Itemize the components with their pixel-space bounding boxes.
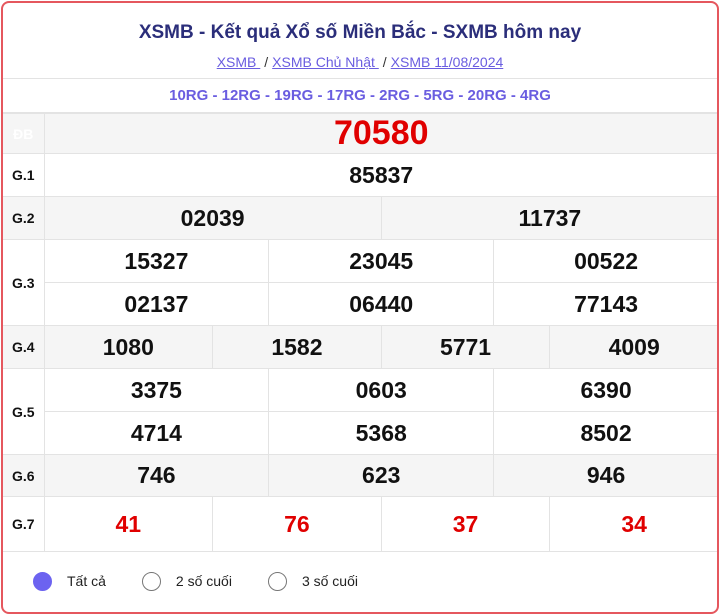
prize-value: 623 [268,454,495,497]
radio-all[interactable]: Tất cả [33,571,106,591]
radio-last-3[interactable]: 3 số cuối [267,571,358,591]
radio-unselected-icon[interactable] [267,571,287,591]
prize-value: 5771 [380,325,551,369]
prize-value: 0603 [268,368,495,412]
special-prize-value: 70580 [43,113,717,154]
prize-value: 37 [380,496,551,552]
prize-value: 77143 [493,282,717,326]
digits-filter: Tất cả 2 số cuối 3 số cuối [3,552,717,610]
prize-label: G.5 [3,368,45,455]
prize-value: 746 [43,454,270,497]
breadcrumb-xsmb-chu-nhat[interactable]: XSMB Chủ Nhật [272,54,379,70]
prize-value: 4714 [43,411,270,455]
radio-unselected-icon[interactable] [141,571,161,591]
prize-label: ĐB [3,113,45,154]
prize-label: G.3 [3,239,45,326]
prize-value: 6390 [493,368,717,412]
page-title: XSMB - Kết quả Xổ số Miền Bắc - SXMB hôm… [138,22,582,43]
prize-value: 02137 [43,282,270,326]
prize-label: G.4 [3,325,45,369]
prize-value: 85837 [43,153,717,197]
prize-value: 23045 [268,239,495,283]
prize-label: G.6 [3,454,45,497]
prize-label: G.1 [3,153,45,197]
prize-value: 3375 [43,368,270,412]
prize-value: 34 [549,496,717,552]
breadcrumb-date[interactable]: XSMB 11/08/2024 [390,54,504,70]
prize-value: 4009 [549,325,717,369]
prize-value: 41 [43,496,214,552]
results-table: ĐB 70580 G.1 85837 G.2 02039 11737 G.3 15327 2… [3,113,717,552]
prize-label: G.7 [3,496,45,552]
prize-value: 5368 [268,411,495,455]
prize-value: 76 [212,496,382,552]
prize-value: 1582 [212,325,382,369]
prize-value: 02039 [43,196,382,240]
breadcrumb-xsmb[interactable]: XSMB [216,54,261,70]
prize-value: 946 [493,454,717,497]
prize-value: 11737 [380,196,717,240]
prize-value: 8502 [493,411,717,455]
radio-selected-icon[interactable] [33,571,52,591]
prize-value: 1080 [43,325,214,369]
radio-last-2[interactable]: 2 số cuối [141,571,232,591]
header: XSMB - Kết quả Xổ số Miền Bắc - SXMB hôm… [3,3,717,79]
prize-value: 06440 [268,282,495,326]
prize-value: 00522 [493,239,717,283]
special-codes: 10RG - 12RG - 19RG - 17RG - 2RG - 5RG - … [3,79,717,113]
breadcrumb: XSMB / XSMB Chủ Nhật / XSMB 11/08/2024 [216,54,504,70]
prize-label: G.2 [3,196,45,240]
prize-value: 15327 [43,239,270,283]
